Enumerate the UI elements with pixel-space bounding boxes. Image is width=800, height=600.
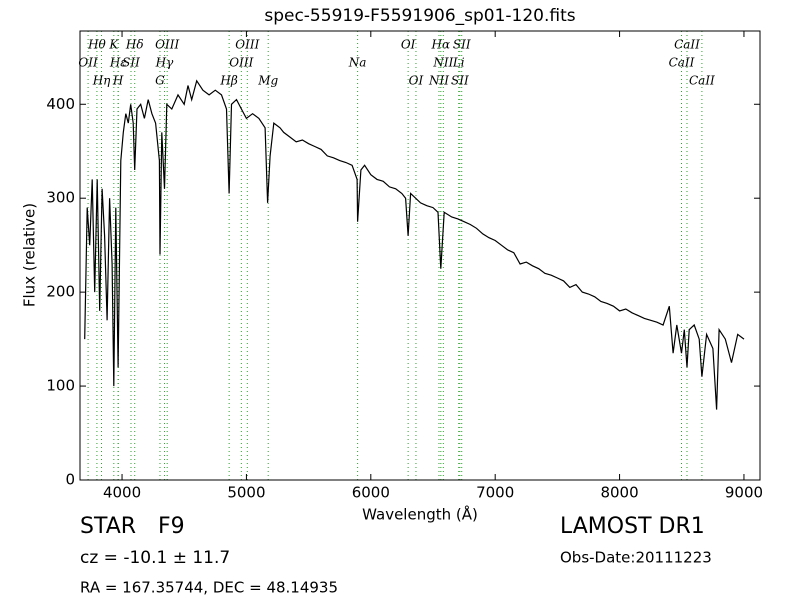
spectral-line-label: OIII: [235, 38, 259, 52]
object-subclass: F9: [158, 514, 185, 539]
spectral-line-label: Hδ: [125, 38, 144, 52]
spectral-line-label: SII: [122, 56, 140, 70]
x-tick-label: 9000: [725, 484, 763, 502]
y-tick-label: 100: [46, 377, 75, 395]
survey: LAMOST DR1: [560, 514, 705, 539]
spectral-line-label: CaII: [674, 38, 700, 52]
spectral-line-label: NII: [428, 74, 449, 88]
y-tick-label: 200: [46, 283, 75, 301]
object-class: STAR: [80, 514, 136, 539]
y-tick-label: 0: [65, 471, 75, 489]
spectral-line-label: Hθ: [87, 38, 106, 52]
spectral-line-label: OI: [401, 38, 416, 52]
spectral-line-label: Mg: [257, 74, 278, 88]
spectral-line-label: K: [108, 38, 119, 52]
spectral-line-label: OIII: [229, 56, 253, 70]
spectral-line-label: NII: [432, 56, 453, 70]
y-axis-label: Flux (relative): [21, 203, 39, 307]
x-tick-label: 5000: [227, 484, 265, 502]
y-tick-label: 400: [46, 95, 75, 113]
spectrum-line: [84, 79, 745, 410]
spectral-line-label: Hα: [431, 38, 451, 52]
chart-title: spec-55919-F5591906_sp01-120.fits: [264, 6, 575, 26]
redshift: cz = -10.1 ± 11.7: [80, 548, 230, 568]
spectral-line-label: Na: [348, 56, 367, 70]
spectral-line-label: H: [112, 74, 124, 88]
obs-date: Obs-Date:20111223: [560, 549, 712, 567]
x-tick-label: 4000: [103, 484, 141, 502]
x-tick-label: 7000: [476, 484, 514, 502]
spectral-line-label: Hη: [92, 74, 111, 88]
x-tick-label: 8000: [600, 484, 638, 502]
spectral-line-label: Hγ: [155, 56, 174, 70]
spectral-line-label: OII: [78, 56, 98, 70]
plot-frame: [79, 30, 761, 481]
spectral-line-label: SII: [453, 38, 471, 52]
spectral-line-label: Li: [452, 56, 465, 70]
spectral-line-label: CaII: [689, 74, 715, 88]
spectral-line-label: OIII: [155, 38, 179, 52]
spectral-line-label: Hε: [109, 56, 127, 70]
y-tick-label: 300: [46, 189, 75, 207]
spectral-line-label: Hβ: [219, 74, 237, 88]
x-tick-label: 6000: [352, 484, 390, 502]
spectral-line-label: G: [155, 74, 165, 88]
x-axis-label: Wavelength (Å): [362, 505, 478, 524]
spectral-line-label: CaII: [669, 56, 695, 70]
coordinates: RA = 167.35744, DEC = 48.14935: [80, 579, 338, 597]
spectral-line-label: OI: [409, 74, 424, 88]
spectral-line-label: SII: [451, 74, 469, 88]
